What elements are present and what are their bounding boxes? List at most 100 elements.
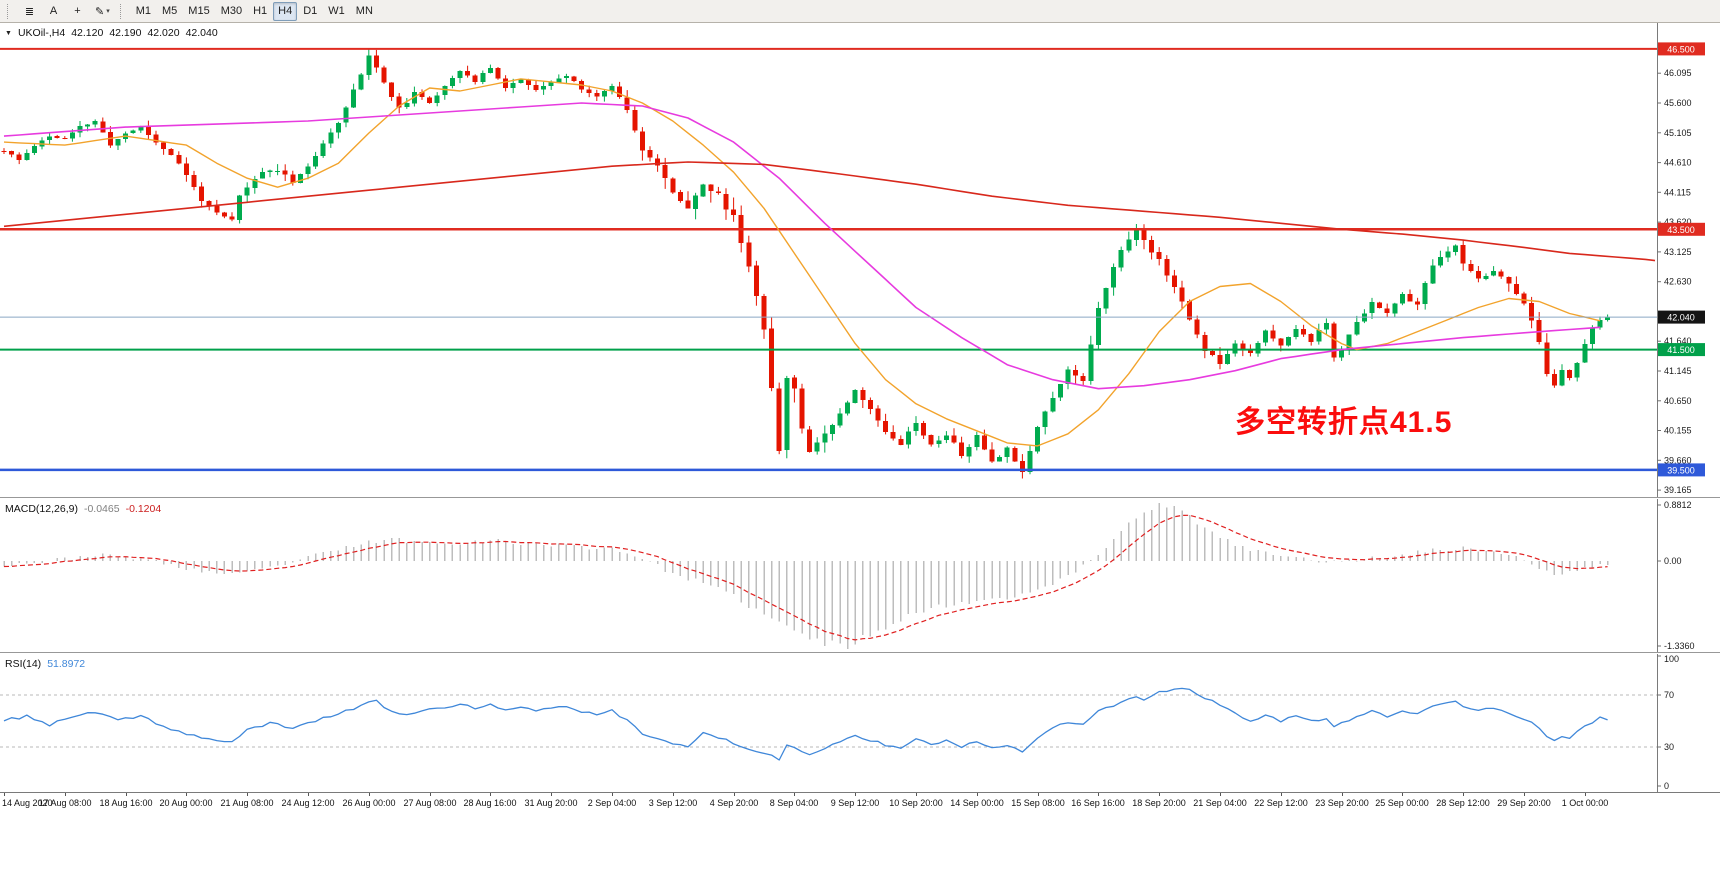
chart-list-button[interactable]: ≣	[18, 2, 41, 21]
panel-splitter[interactable]	[0, 497, 1720, 499]
time-tick	[1038, 793, 1039, 796]
time-label: 14 Aug 2020	[2, 798, 53, 808]
svg-text:41.640: 41.640	[1664, 336, 1692, 346]
svg-text:41.145: 41.145	[1664, 366, 1692, 376]
time-tick	[1402, 793, 1403, 796]
time-tick	[65, 793, 66, 796]
time-tick	[551, 793, 552, 796]
price-plot-area[interactable]: 多空转折点41.5 46.095 45.600 45.105 44.610 44.115 4…	[0, 23, 1720, 497]
time-tick	[430, 793, 431, 796]
time-tick	[1342, 793, 1343, 796]
text-tool-button[interactable]: A	[42, 2, 65, 21]
time-label: 14 Sep 00:00	[950, 798, 1004, 808]
chart-title: ▼ UKOil-,H4 42.120 42.190 42.020 42.040	[5, 27, 218, 39]
svg-text:0.00: 0.00	[1664, 556, 1682, 566]
drawing-tools-button[interactable]: ✎ ▾	[90, 2, 115, 21]
time-tick	[186, 793, 187, 796]
svg-text:45.600: 45.600	[1664, 98, 1692, 108]
macd-main-value: -0.0465	[83, 503, 120, 515]
svg-text:41.500: 41.500	[1667, 345, 1695, 355]
time-tick	[1585, 793, 1586, 796]
timeframe-button-m30[interactable]: M30	[216, 2, 247, 21]
time-tick	[1281, 793, 1282, 796]
ohlc-close: 42.040	[185, 27, 218, 39]
collapse-arrow-icon[interactable]: ▼	[5, 30, 12, 37]
toolbar-grip[interactable]	[7, 3, 13, 19]
time-tick	[734, 793, 735, 796]
price-axis[interactable]: 46.095 45.600 45.105 44.610 44.115 43.620 43.1…	[1657, 23, 1705, 497]
price-chart-svg: 多空转折点41.546.09545.60045.10544.61044.1154…	[0, 23, 1705, 497]
svg-text:43.620: 43.620	[1664, 217, 1692, 227]
time-label: 21 Sep 04:00	[1193, 798, 1247, 808]
time-label: 26 Aug 00:00	[342, 798, 396, 808]
annotation-text[interactable]: 多空转折点41.5	[1235, 406, 1452, 439]
macd-histogram	[3, 503, 1609, 649]
svg-text:39.500: 39.500	[1667, 465, 1695, 475]
toolbar-grip[interactable]	[119, 3, 126, 19]
svg-text:46.095: 46.095	[1664, 68, 1692, 78]
time-tick	[1098, 793, 1099, 796]
svg-text:42.040: 42.040	[1667, 313, 1695, 323]
time-label: 4 Sep 20:00	[709, 798, 759, 808]
timeframe-button-h4[interactable]: H4	[273, 1, 298, 21]
time-label: 9 Sep 12:00	[830, 798, 880, 808]
horizontal-level-lines[interactable]	[0, 47, 1657, 472]
time-tick	[308, 793, 309, 796]
svg-text:42.630: 42.630	[1664, 277, 1692, 287]
macd-svg: 0.8812 0.00 -1.3360	[3, 499, 1695, 652]
svg-text:39.660: 39.660	[1664, 455, 1692, 465]
time-label: 1 Oct 00:00	[1561, 798, 1609, 808]
rsi-indicator-name: RSI(14)	[5, 658, 42, 670]
svg-text:100: 100	[1664, 654, 1679, 664]
time-label: 25 Sep 00:00	[1375, 798, 1429, 808]
window-background	[0, 812, 1720, 887]
svg-text:-1.3360: -1.3360	[1664, 641, 1695, 651]
macd-plot-area[interactable]: 0.8812 0.00 -1.3360	[0, 499, 1720, 652]
time-label: 2 Sep 04:00	[587, 798, 637, 808]
macd-panel[interactable]: MACD(12,26,9) -0.0465 -0.1204 0.8812 0.00…	[0, 499, 1720, 652]
ma-mid-magenta	[3, 102, 1601, 390]
indicator-axis[interactable]: 0.8812 0.00 -1.3360	[1657, 499, 1695, 652]
ma-slow-red	[3, 161, 1656, 262]
timeframe-button-mn[interactable]: MN	[351, 2, 378, 21]
ohlc-high: 42.190	[109, 27, 142, 39]
macd-indicator-name: MACD(12,26,9)	[5, 503, 78, 515]
rsi-panel[interactable]: RSI(14) 51.8972 100 70 30 0	[0, 654, 1720, 792]
timeframe-button-m15[interactable]: M15	[183, 2, 214, 21]
panel-splitter[interactable]	[0, 652, 1720, 654]
svg-text:45.105: 45.105	[1664, 128, 1692, 138]
time-label: 21 Aug 08:00	[220, 798, 274, 808]
timeframe-button-m5[interactable]: M5	[157, 2, 182, 21]
timeframe-button-m1[interactable]: M1	[131, 2, 156, 21]
main-chart-panel[interactable]: ▼ UKOil-,H4 42.120 42.190 42.020 42.040 …	[0, 23, 1720, 497]
rsi-svg: 100 70 30 0	[0, 654, 1679, 792]
moving-average-lines	[3, 78, 1656, 447]
time-tick	[977, 793, 978, 796]
ohlc-open: 42.120	[71, 27, 104, 39]
toolbar: ≣ A + ✎ ▾ M1 M5 M15 M30 H1 H4 D1 W1 MN	[0, 0, 1720, 23]
time-tick	[369, 793, 370, 796]
ma-fast-orange	[3, 78, 1601, 447]
rsi-plot-area[interactable]: 100 70 30 0	[0, 654, 1720, 792]
svg-text:44.610: 44.610	[1664, 158, 1692, 168]
timeframe-button-w1[interactable]: W1	[323, 2, 350, 21]
crosshair-button[interactable]: +	[66, 2, 89, 21]
time-label: 16 Sep 16:00	[1071, 798, 1125, 808]
time-axis[interactable]: 14 Aug 2020 17 Aug 08:00 18 Aug 16:00 20 Au…	[0, 792, 1720, 812]
time-label: 22 Sep 12:00	[1254, 798, 1308, 808]
time-tick	[1220, 793, 1221, 796]
time-tick	[1159, 793, 1160, 796]
time-label: 28 Aug 16:00	[463, 798, 517, 808]
indicator-axis[interactable]: 100 70 30 0	[1657, 654, 1679, 792]
symbol-period-label: UKOil-,H4	[17, 27, 66, 39]
macd-signal-line	[3, 514, 1608, 641]
timeframe-button-h1[interactable]: H1	[248, 2, 272, 21]
chart-list-icon: ≣	[24, 5, 35, 18]
chevron-down-icon: ▾	[106, 8, 110, 15]
timeframe-button-d1[interactable]: D1	[298, 2, 322, 21]
time-tick	[4, 793, 5, 796]
rsi-value: 51.8972	[47, 658, 86, 670]
time-label: 18 Aug 16:00	[99, 798, 153, 808]
time-tick	[490, 793, 491, 796]
time-label: 3 Sep 12:00	[648, 798, 698, 808]
